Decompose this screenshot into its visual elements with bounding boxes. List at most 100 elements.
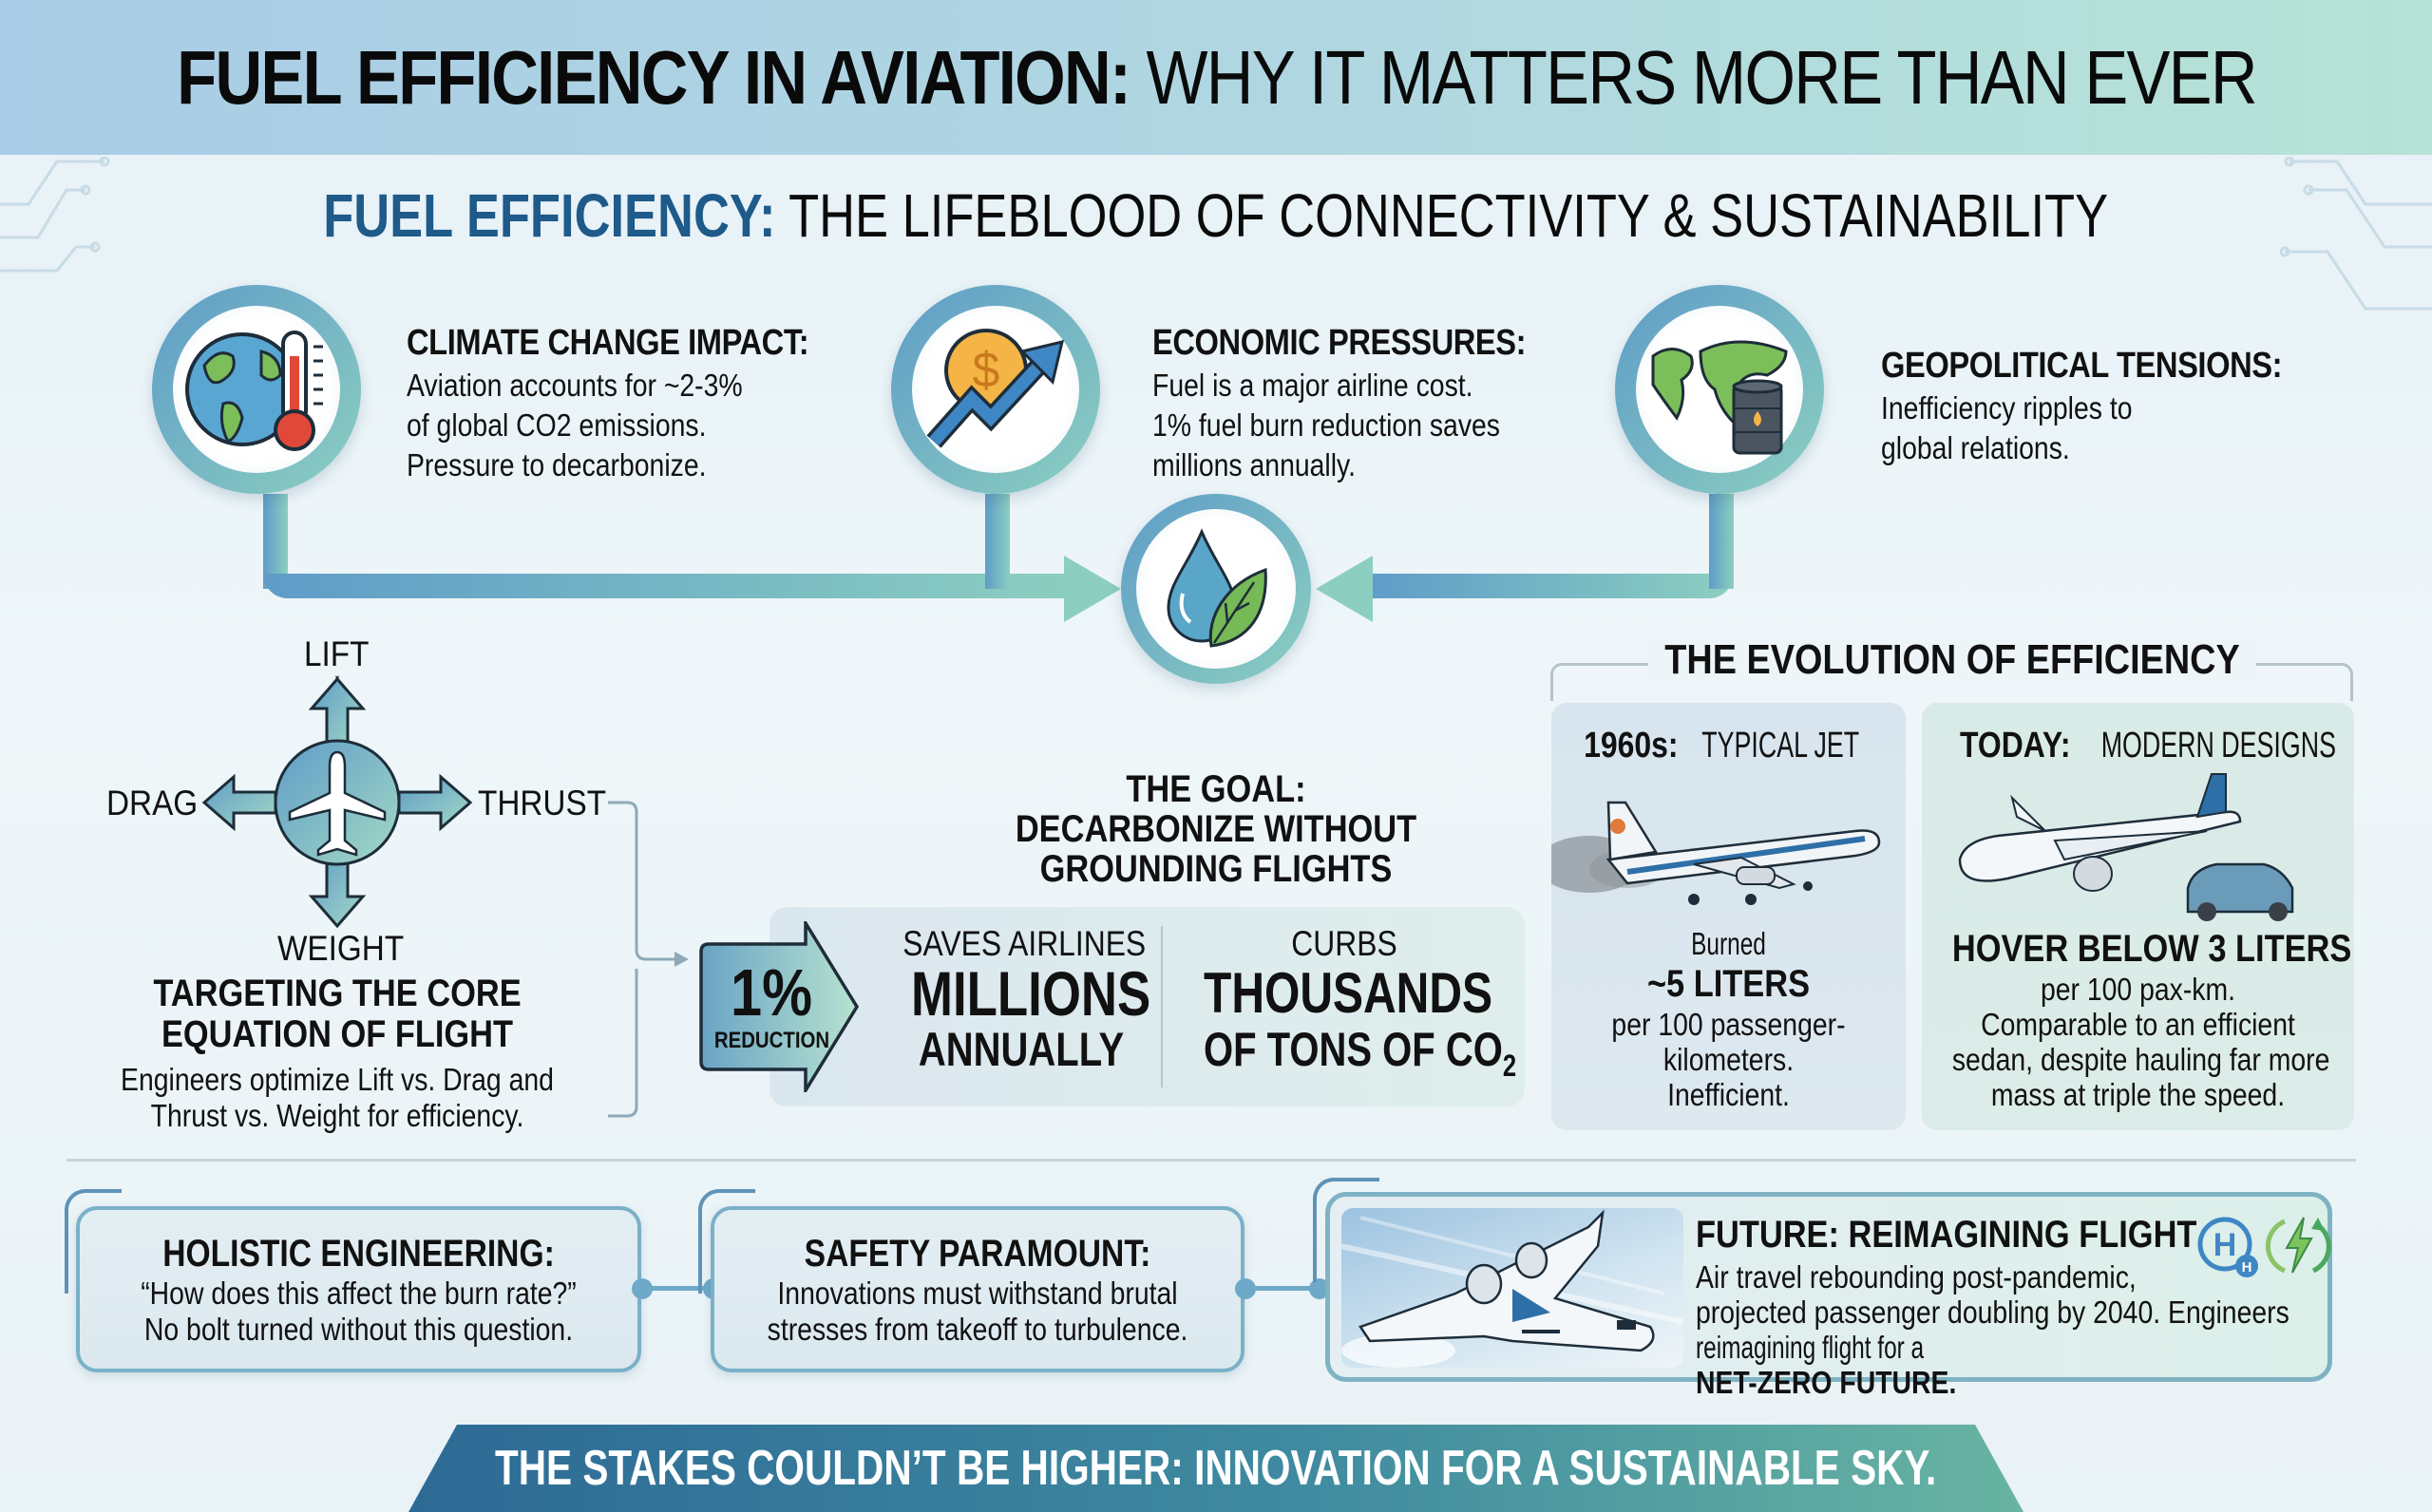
globe-thermometer-icon <box>185 331 323 451</box>
title-banner: FUEL EFFICIENCY IN AVIATION: WHY IT MATT… <box>0 0 2432 155</box>
card-line: kilometers. <box>1662 1042 1795 1077</box>
blended-wing-aircraft-image <box>1341 1208 1683 1368</box>
card-body: Burned ~5 LITERS per 100 passenger- kilo… <box>1551 926 1906 1112</box>
card-line: Inefficient. <box>1667 1077 1790 1112</box>
card-heading-bold: 1960s: <box>1583 726 1679 765</box>
card-line: reimagining flight for a NET-ZERO FUTURE… <box>1696 1330 2290 1400</box>
card-line: Innovations must withstand brutal <box>777 1276 1178 1311</box>
card-title: HOLISTIC ENGINEERING: <box>162 1233 555 1275</box>
core-desc-line: Thrust vs. Weight for efficiency. <box>150 1098 524 1133</box>
water-drop-leaf-icon <box>1167 528 1267 648</box>
card-connector <box>1254 1286 1311 1291</box>
connector-pipe-right-vertical <box>1709 494 1734 589</box>
force-thrust-label: THRUST <box>478 784 607 822</box>
force-drag-label: DRAG <box>106 784 199 822</box>
modern-jet-and-sedan-icon <box>1958 773 2294 921</box>
pillar-title: GEOPOLITICAL TENSIONS: <box>1881 346 2283 386</box>
goal-icon-ring <box>1121 494 1311 684</box>
card-corner-decoration <box>1313 1178 1379 1282</box>
circuit-decoration-left <box>0 157 110 273</box>
card-heading-bold: TODAY: <box>1959 726 2071 765</box>
safety-paramount-card: SAFETY PARAMOUNT: Innovations must withs… <box>711 1206 1244 1372</box>
card-line: sedan, despite hauling far more <box>1951 1042 2330 1077</box>
pillar-desc-line: Inefficiency ripples to <box>1881 390 2133 425</box>
card-line: per 100 passenger- <box>1611 1007 1846 1042</box>
pillar-geopolitical: GEOPOLITICAL TENSIONS: Inefficiency ripp… <box>1881 346 2347 466</box>
connector-pipe-center-vertical <box>985 494 1010 589</box>
savings-big: MILLIONS <box>911 958 1151 1029</box>
pillar-desc-line: 1% fuel burn reduction saves <box>1152 407 1501 443</box>
savings-big2: ANNUALLY <box>918 1023 1125 1076</box>
emissions-big: THOUSANDS <box>1204 961 1493 1025</box>
title-bold: FUEL EFFICIENCY IN AVIATION: <box>176 34 1131 120</box>
goal-line: DECARBONIZE WITHOUT <box>1015 808 1417 850</box>
bracket-connector <box>608 801 689 1118</box>
vintage-jet-smoke-icon <box>1551 801 1881 905</box>
pillar-desc-line: millions annually. <box>1152 447 1357 482</box>
pillar-desc-line: global relations. <box>1881 430 2070 465</box>
blended-wing-aircraft-icon <box>1341 1209 1683 1368</box>
card-line: stresses from takeoff to turbulence. <box>767 1312 1188 1347</box>
page-title: FUEL EFFICIENCY IN AVIATION: WHY IT MATT… <box>176 34 2257 122</box>
connector-pipe-right-horizontal <box>1368 574 1734 598</box>
pillar-desc-line: Aviation accounts for ~2-3% <box>407 368 743 403</box>
emissions-small: CURBS <box>1291 924 1397 963</box>
pillar-climate: CLIMATE CHANGE IMPACT: Aviation accounts… <box>407 323 874 483</box>
goal-line: GROUNDING FLIGHTS <box>1039 848 1393 890</box>
card-line: No bolt turned without this question. <box>143 1312 574 1347</box>
card-corner-decoration <box>698 1189 755 1294</box>
card-line: mass at triple the speed. <box>1990 1077 2286 1112</box>
svg-text:$: $ <box>973 343 1000 398</box>
card-title: FUTURE: REIMAGINING FLIGHT <box>1696 1214 2197 1256</box>
one-percent-impact-panel: SAVES AIRLINES MILLIONS ANNUALLY CURBS T… <box>770 907 1525 1106</box>
card-heading: 1960s: TYPICAL JET <box>1551 726 1906 766</box>
connector-node <box>1309 1278 1330 1299</box>
emissions-big2: OF TONS OF CO2 <box>1204 1023 1516 1092</box>
pillar-title: CLIMATE CHANGE IMPACT: <box>407 323 809 363</box>
card-line: “How does this affect the burn rate?” <box>141 1276 577 1311</box>
em-value: HOVER BELOW 3 LITERS <box>1951 928 2352 970</box>
impact-divider <box>1161 926 1163 1087</box>
connector-pipe-left-horizontal <box>263 574 1080 598</box>
emissions-column: CURBS THOUSANDS OF TONS OF CO2 <box>1168 924 1520 1092</box>
hydrogen-icon: H H <box>2197 1217 2258 1277</box>
pillar-desc-line: Fuel is a major airline cost. <box>1152 368 1473 403</box>
svg-text:H: H <box>2242 1259 2252 1276</box>
card-line: per 100 pax-km. <box>2040 972 2236 1007</box>
card-heading-rest: MODERN DESIGNS <box>2100 726 2337 765</box>
card-body: HOVER BELOW 3 LITERS per 100 pax-km. Com… <box>1922 926 2354 1112</box>
core-equation-title: TARGETING THE CORE EQUATION OF FLIGHT <box>86 973 589 1055</box>
card-corner-decoration <box>65 1189 122 1294</box>
evolution-title: THE EVOLUTION OF EFFICIENCY <box>1548 636 2356 684</box>
section-divider <box>66 1159 2356 1162</box>
future-reimagining-card: FUTURE: REIMAGINING FLIGHT Air travel re… <box>1325 1192 2332 1400</box>
climate-icon-ring <box>152 285 361 494</box>
renewable-energy-bolt-icon <box>2266 1217 2331 1274</box>
svg-text:H: H <box>2214 1227 2237 1263</box>
force-weight-label: WEIGHT <box>277 929 405 968</box>
connector-node <box>1235 1278 1256 1299</box>
arrow-into-goal-right <box>1316 556 1373 622</box>
dollar-coin-rising-arrow-icon: $ <box>926 329 1065 448</box>
evolution-title-text: THE EVOLUTION OF EFFICIENCY <box>1648 636 2256 684</box>
pillar-desc-line: of global CO2 emissions. <box>407 407 707 443</box>
one-percent-value: 1% <box>730 955 812 1030</box>
goal-title: THE GOAL: DECARBONIZE WITHOUT GROUNDING … <box>978 769 1454 889</box>
core-title-line: EQUATION OF FLIGHT <box>161 1013 514 1055</box>
world-map-oil-barrel-icon <box>1651 340 1788 455</box>
economic-icon-ring: $ <box>891 285 1100 494</box>
section-subtitle: FUEL EFFICIENCY: THE LIFEBLOOD OF CONNEC… <box>0 180 2432 251</box>
title-light: WHY IT MATTERS MORE THAN EVER <box>1146 34 2257 120</box>
pillar-title: ECONOMIC PRESSURES: <box>1152 323 1527 363</box>
card-heading: TODAY: MODERN DESIGNS <box>1922 726 2354 766</box>
last-prefix: reimagining flight for a <box>1696 1330 1925 1365</box>
em-value: ~5 LITERS <box>1646 963 1811 1005</box>
footer-text: THE STAKES COULDN’T BE HIGHER: INNOVATIO… <box>495 1441 1937 1496</box>
connector-node <box>632 1278 653 1299</box>
card-connector <box>651 1286 708 1291</box>
goal-line: THE GOAL: <box>1126 768 1306 810</box>
pillar-desc-line: Pressure to decarbonize. <box>407 447 707 482</box>
net-zero-emphasis: NET-ZERO FUTURE. <box>1696 1365 1957 1400</box>
card-line: Air travel rebounding post-pandemic, <box>1696 1259 2137 1295</box>
em-prefix: Burned <box>1691 926 1766 961</box>
